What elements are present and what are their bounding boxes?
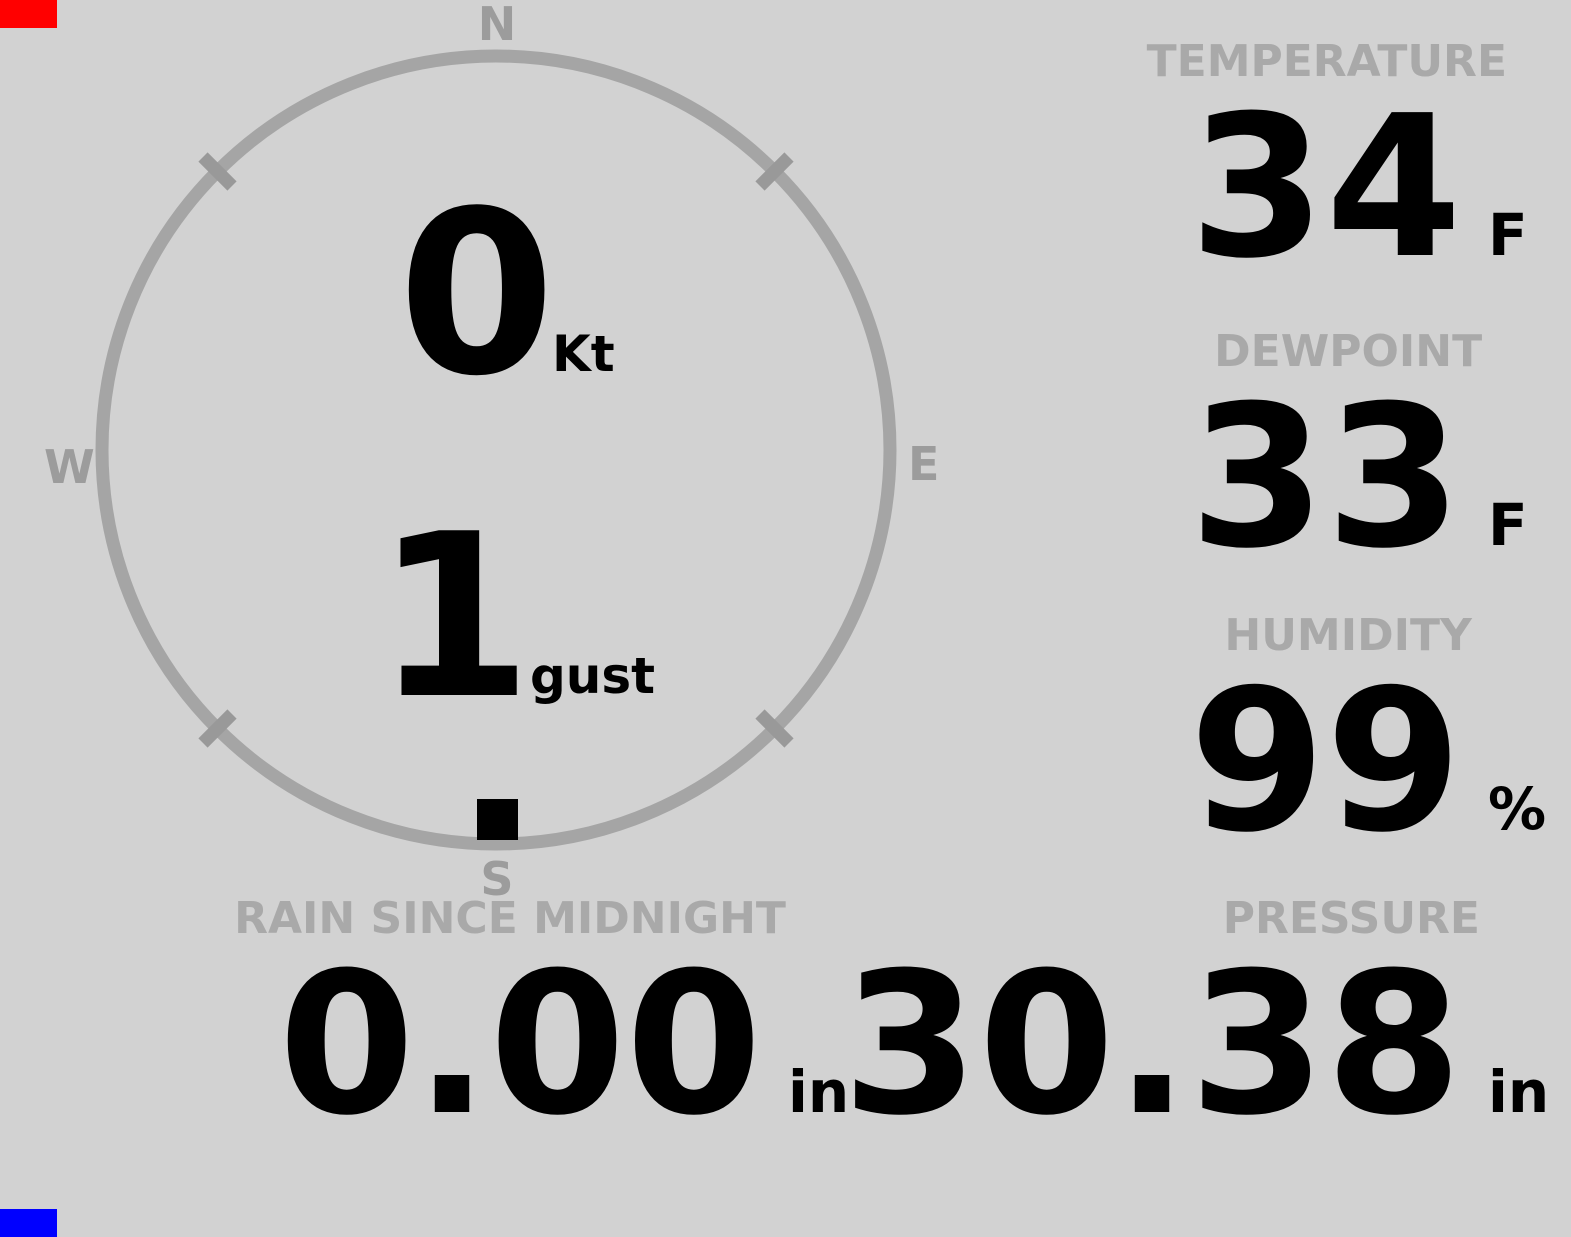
dewpoint-unit: F [1488, 491, 1528, 559]
humidity-value: 99 [1189, 648, 1462, 876]
dewpoint-value: 33 [1189, 364, 1462, 592]
compass-west-label: W [44, 440, 95, 494]
wind-gust-unit: gust [530, 647, 656, 705]
temperature-label: TEMPERATURE [1146, 36, 1507, 87]
wind-direction-marker [477, 799, 518, 840]
wind-compass [95, 49, 897, 851]
humidity-unit: % [1488, 775, 1547, 843]
rain-unit: in [788, 1058, 850, 1126]
pressure-unit: in [1488, 1058, 1550, 1126]
rain-block: RAIN SINCE MIDNIGHT 0.00 in [170, 893, 850, 1159]
humidity-block: HUMIDITY 99 % [1189, 610, 1550, 876]
humidity-label: HUMIDITY [1224, 610, 1472, 661]
compass-tick-sw [198, 709, 237, 748]
wind-speed-value: 0 [398, 163, 556, 426]
dewpoint-label: DEWPOINT [1214, 326, 1483, 377]
compass-tick-nw [198, 152, 237, 191]
pressure-value: 30.38 [842, 931, 1462, 1159]
temperature-value: 34 [1189, 74, 1462, 302]
wind-gust-value: 1 [375, 486, 533, 749]
rain-label: RAIN SINCE MIDNIGHT [234, 893, 786, 944]
pressure-label: PRESSURE [1222, 893, 1480, 944]
temperature-unit: F [1488, 201, 1528, 269]
compass-ring [95, 49, 897, 851]
dewpoint-block: DEWPOINT 33 F [1189, 326, 1550, 592]
compass-east-label: E [908, 437, 940, 491]
compass-tick-se [755, 709, 794, 748]
temperature-block: TEMPERATURE 34 F [1146, 36, 1550, 302]
compass-south-label: S [480, 852, 514, 906]
rain-value: 0.00 [278, 931, 762, 1159]
corner-button-bottom-left[interactable] [0, 1209, 57, 1237]
corner-button-top-left[interactable] [0, 0, 57, 28]
pressure-block: PRESSURE 30.38 in [842, 893, 1550, 1159]
wind-speed-unit: Kt [552, 325, 615, 383]
compass-north-label: N [477, 0, 517, 51]
compass-tick-ne [755, 152, 794, 191]
